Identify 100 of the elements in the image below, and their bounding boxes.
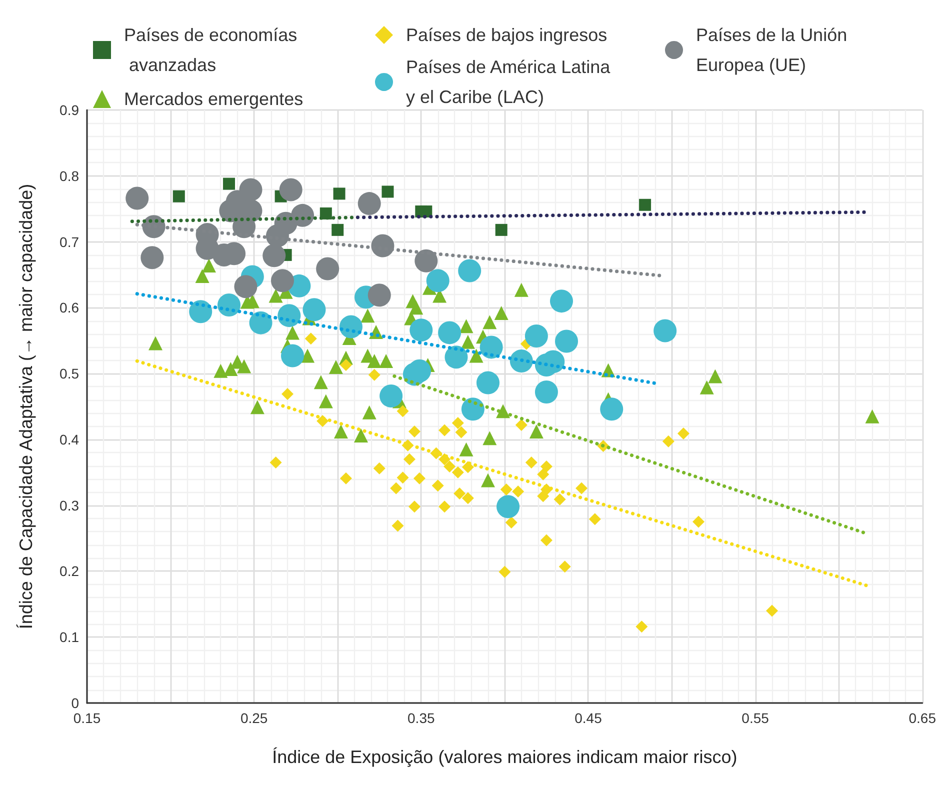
point	[639, 198, 652, 211]
point	[636, 620, 648, 633]
point	[494, 306, 508, 320]
point	[408, 500, 420, 513]
point	[537, 468, 550, 480]
point	[367, 354, 382, 368]
point	[700, 380, 714, 394]
point	[514, 282, 528, 297]
point	[540, 534, 552, 546]
point	[286, 326, 300, 340]
point	[462, 492, 474, 504]
point	[426, 269, 450, 292]
point	[460, 334, 475, 349]
y-tick-label: 0.4	[60, 431, 80, 448]
point	[461, 398, 484, 421]
y-tick-label: 0.2	[60, 563, 80, 580]
point	[469, 348, 484, 363]
point	[340, 315, 362, 338]
x-tick-label: 0.55	[742, 710, 770, 726]
point	[444, 460, 456, 472]
point	[172, 190, 185, 202]
point	[708, 369, 722, 384]
point	[281, 344, 304, 368]
point	[534, 380, 558, 404]
point	[452, 416, 464, 429]
point	[865, 409, 880, 424]
y-tick-label: 0.1	[60, 629, 80, 646]
point	[654, 319, 677, 342]
point	[459, 319, 474, 334]
point	[510, 350, 533, 373]
x-tick-label: 0.25	[240, 710, 268, 726]
point	[318, 394, 333, 408]
point	[328, 360, 343, 374]
point	[525, 456, 538, 469]
point	[368, 368, 380, 381]
point	[692, 516, 704, 528]
x-tick-label: 0.15	[73, 710, 101, 726]
point	[271, 269, 294, 292]
x-tick-label: 0.45	[574, 710, 602, 726]
point	[555, 330, 578, 353]
point	[480, 473, 495, 488]
point	[224, 362, 238, 376]
point	[476, 371, 500, 394]
point	[340, 358, 352, 371]
point	[677, 428, 690, 440]
point	[524, 324, 548, 348]
point	[515, 418, 528, 431]
point	[505, 516, 518, 528]
point	[140, 246, 164, 270]
point	[237, 359, 252, 374]
y-tick-label: 0.9	[60, 102, 80, 118]
point	[392, 520, 404, 532]
point	[444, 346, 468, 369]
legend-label: Países de economías avanzadas	[124, 25, 298, 75]
point	[360, 308, 375, 323]
point	[380, 384, 403, 408]
point	[268, 288, 283, 303]
point	[588, 513, 601, 526]
point	[379, 354, 394, 368]
point	[302, 298, 326, 322]
point	[576, 482, 588, 494]
point	[362, 405, 376, 420]
point	[304, 332, 317, 345]
legend-label: Mercados emergentes	[124, 89, 304, 109]
point	[396, 405, 409, 418]
point	[281, 388, 294, 400]
point	[195, 269, 210, 284]
point	[382, 186, 394, 198]
point	[438, 424, 451, 436]
y-tick-label: 0	[71, 695, 80, 711]
x-tick-label: 0.35	[408, 710, 435, 726]
point	[414, 249, 438, 272]
point	[410, 318, 433, 342]
point	[340, 472, 352, 484]
point	[529, 424, 544, 439]
point	[480, 336, 503, 359]
point	[432, 480, 444, 492]
point	[214, 364, 228, 378]
point	[500, 484, 512, 496]
point	[234, 275, 258, 298]
point	[279, 178, 302, 202]
point	[354, 428, 368, 442]
point	[371, 234, 394, 258]
point	[413, 472, 426, 484]
point	[558, 560, 571, 573]
point	[148, 336, 162, 350]
point	[250, 400, 264, 414]
point	[368, 284, 391, 307]
point	[262, 244, 286, 268]
point	[540, 460, 552, 472]
y-axis-title: Índice de Capacidade Adaptativa (→ maior capacidade)	[16, 184, 36, 630]
point	[314, 375, 328, 390]
point	[462, 461, 474, 474]
point	[438, 500, 451, 513]
point	[332, 224, 344, 236]
point	[495, 224, 508, 236]
point	[202, 258, 216, 272]
point	[270, 456, 282, 469]
point	[390, 482, 402, 494]
legend-label: Países de la Unión Europea (UE)	[696, 25, 852, 75]
